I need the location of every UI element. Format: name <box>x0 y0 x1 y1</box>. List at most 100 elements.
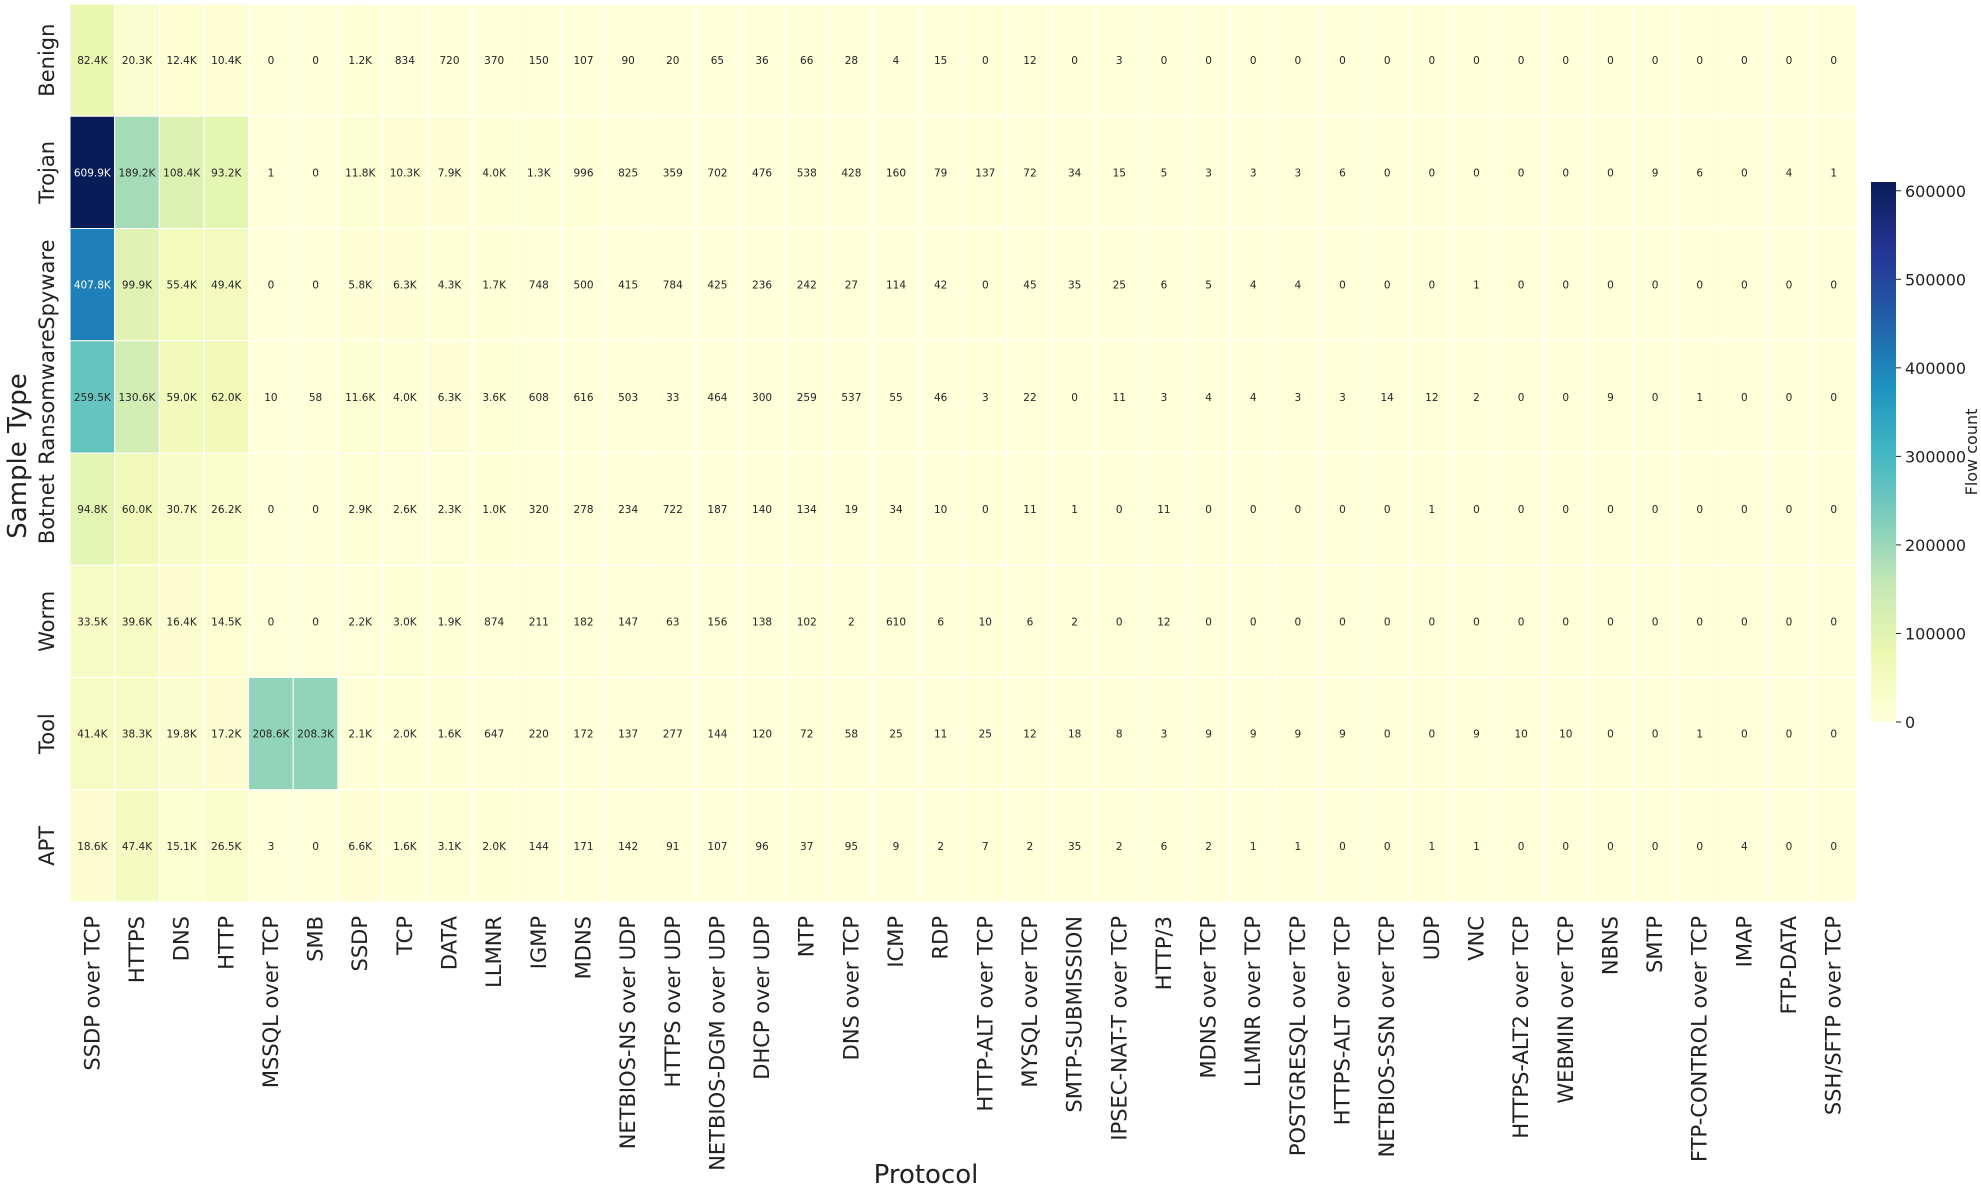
cell-value-label: 36 <box>755 55 769 67</box>
heatmap-cell <box>1810 228 1857 342</box>
cell-value-label: 996 <box>573 167 593 179</box>
heatmap-cell <box>1141 3 1187 117</box>
cell-value-label: 0 <box>312 504 319 516</box>
heatmap-cell-labels: 82.4K 20.3K 12.4K 10.4K 0 0 1.2K 834 720 370 150 10… <box>74 55 1837 853</box>
cell-value-label: 27 <box>845 280 858 292</box>
heatmap-cell <box>1721 677 1768 791</box>
cell-value-label: 144 <box>529 841 549 853</box>
heatmap-cell <box>1275 3 1321 117</box>
cell-value-label: 1.7K <box>482 280 507 292</box>
heatmap-cell <box>560 228 607 342</box>
x-tick-label: LLMNR over TCP <box>1241 916 1265 1087</box>
cell-value-label: 189.2K <box>118 167 156 179</box>
heatmap-cell <box>203 452 250 566</box>
cell-value-label: 4 <box>1295 280 1302 292</box>
heatmap-cell <box>1364 564 1410 678</box>
heatmap-cell <box>873 115 919 229</box>
heatmap-cell <box>1632 3 1678 117</box>
heatmap-cell <box>248 228 294 342</box>
heatmap-cell <box>1810 564 1857 678</box>
heatmap-cell <box>382 228 428 342</box>
y-tick-label: Worm <box>35 591 59 652</box>
heatmap-cell <box>337 564 384 678</box>
cell-value-label: 0 <box>1741 616 1748 628</box>
heatmap-cell <box>1275 115 1321 229</box>
cell-value-label: 5 <box>1161 167 1168 179</box>
heatmap-cell <box>560 677 607 791</box>
cell-value-label: 4 <box>1205 392 1212 404</box>
heatmap-cell <box>1096 789 1143 903</box>
heatmap-cell <box>1319 677 1366 791</box>
heatmap-cell <box>516 340 562 454</box>
x-tick-label: IMAP <box>1732 916 1756 967</box>
cell-value-label: 259.5K <box>74 392 112 404</box>
heatmap-cell <box>158 115 205 229</box>
cell-value-label: 702 <box>707 167 727 179</box>
heatmap-cell <box>694 340 741 454</box>
cell-value-label: 2.0K <box>393 729 418 741</box>
cell-value-label: 2.6K <box>393 504 418 516</box>
y-tick-label: Trojan <box>35 141 59 205</box>
x-tick-label: ICMP <box>884 916 908 968</box>
cell-value-label: 0 <box>1295 616 1302 628</box>
cell-value-label: 1.2K <box>348 55 373 67</box>
heatmap-cell <box>114 3 160 117</box>
heatmap-cell <box>158 3 205 117</box>
cell-value-label: 10 <box>264 392 277 404</box>
heatmap-cell <box>1051 340 1098 454</box>
heatmap-cell <box>69 3 116 117</box>
heatmap-cell <box>1096 677 1143 791</box>
cell-value-label: 6.3K <box>393 280 418 292</box>
colorbar-gradient <box>1871 182 1896 722</box>
cell-value-label: 748 <box>529 280 549 292</box>
cell-value-label: 0 <box>1786 392 1793 404</box>
cell-value-label: 9 <box>1652 167 1659 179</box>
cell-value-label: 12 <box>1023 55 1036 67</box>
heatmap-cell <box>1721 228 1768 342</box>
heatmap-cell <box>1185 789 1232 903</box>
cell-value-label: 0 <box>1250 55 1257 67</box>
cell-value-label: 12 <box>1157 616 1170 628</box>
heatmap-cell <box>1810 3 1857 117</box>
heatmap-cell <box>69 228 116 342</box>
heatmap-cell <box>1676 789 1723 903</box>
heatmap-cell <box>1185 677 1232 791</box>
heatmap-cell <box>516 115 562 229</box>
heatmap-cell <box>114 789 160 903</box>
heatmap-cell <box>1141 340 1187 454</box>
x-tick-label: HTTPS <box>125 916 149 983</box>
x-tick-label: NBNS <box>1598 916 1622 975</box>
heatmap-cell <box>873 228 919 342</box>
heatmap-cell <box>1230 340 1277 454</box>
heatmap-cell <box>426 564 473 678</box>
heatmap-cell <box>471 564 518 678</box>
heatmap-cell <box>1319 452 1366 566</box>
cell-value-label: 2.2K <box>348 616 373 628</box>
heatmap-cell <box>917 564 964 678</box>
cell-value-label: 72 <box>1023 167 1036 179</box>
cell-value-label: 20 <box>666 55 679 67</box>
cell-value-label: 3 <box>1339 392 1346 404</box>
cell-value-label: 0 <box>312 280 319 292</box>
y-tick-label: APT <box>35 826 59 866</box>
heatmap-cell <box>337 115 384 229</box>
cell-value-label: 4 <box>1786 167 1793 179</box>
cell-value-label: 58 <box>845 729 858 741</box>
cell-value-label: 10 <box>1514 729 1527 741</box>
cell-value-label: 6 <box>1027 616 1034 628</box>
cell-value-label: 610 <box>886 616 906 628</box>
cell-value-label: 234 <box>618 504 638 516</box>
heatmap-cell <box>1453 115 1500 229</box>
cell-value-label: 187 <box>707 504 727 516</box>
heatmap-cell <box>1007 228 1053 342</box>
cell-value-label: 0 <box>1786 729 1793 741</box>
cell-value-label: 47.4K <box>122 841 153 853</box>
heatmap-cell <box>917 677 964 791</box>
heatmap-cell <box>828 677 875 791</box>
heatmap-cell <box>1453 677 1500 791</box>
y-axis-title: Sample Type <box>3 373 33 538</box>
heatmap-cell <box>1141 789 1187 903</box>
heatmap-cell <box>962 677 1009 791</box>
